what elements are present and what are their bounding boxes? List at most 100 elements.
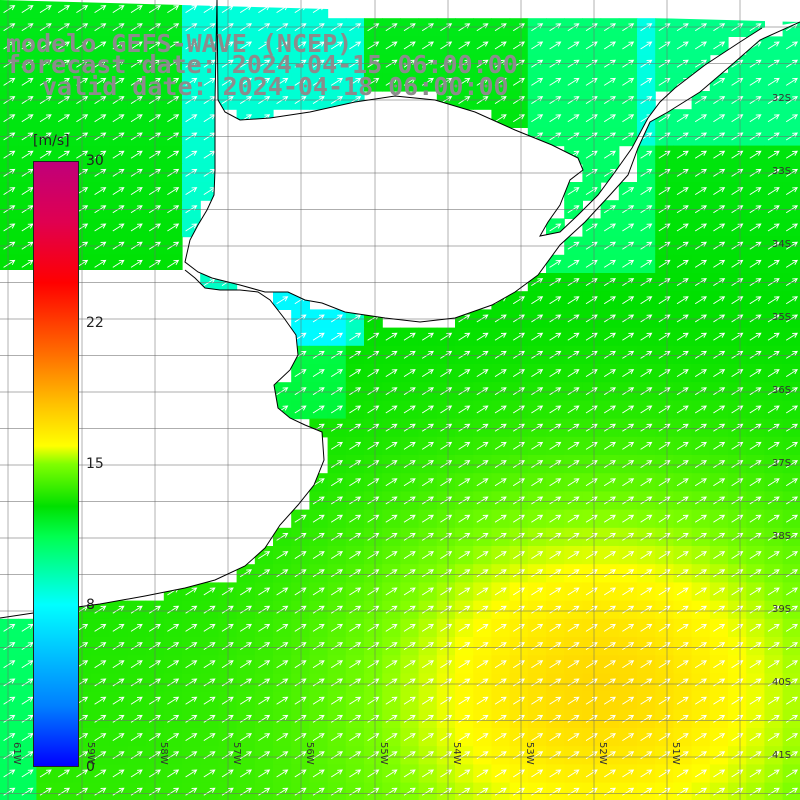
- wind-arrow: [258, 41, 271, 50]
- wind-arrow: [330, 532, 343, 541]
- wind-arrow: [258, 696, 271, 705]
- colorbar-tick-label: 22: [86, 315, 104, 331]
- wind-arrow: [203, 769, 216, 778]
- wind-arrow: [640, 441, 653, 450]
- wind-arrow: [676, 769, 689, 778]
- wind-arrow: [603, 569, 616, 578]
- wind-arrow: [749, 514, 762, 523]
- wind-arrow: [767, 460, 780, 468]
- wind-arrow: [312, 478, 325, 487]
- wind-arrow: [476, 496, 489, 505]
- wind-arrow: [330, 369, 343, 377]
- wind-arrow: [57, 769, 70, 778]
- wind-arrow: [421, 569, 434, 578]
- wind-arrow: [785, 496, 798, 505]
- wind-arrow: [531, 532, 544, 541]
- wind-arrow: [713, 278, 726, 286]
- wind-arrow: [476, 714, 489, 723]
- wind-arrow: [676, 150, 689, 159]
- wind-arrow: [349, 387, 362, 396]
- wind-arrow: [349, 405, 362, 414]
- wind-arrow: [94, 150, 107, 159]
- wind-arrow: [94, 769, 107, 778]
- wind-arrow: [21, 751, 34, 760]
- wind-arrow: [403, 787, 416, 796]
- wind-arrow: [785, 623, 798, 632]
- wind-arrow: [167, 150, 180, 159]
- wind-arrow: [258, 77, 271, 86]
- wind-arrow: [3, 259, 16, 268]
- wind-arrow: [658, 569, 671, 578]
- wind-arrow: [203, 696, 216, 705]
- wind-arrow: [94, 751, 107, 760]
- wind-arrow: [239, 605, 252, 614]
- wind-arrow: [57, 114, 70, 123]
- wind-arrow: [567, 278, 580, 286]
- wind-arrow: [531, 387, 544, 396]
- wind-arrow: [294, 369, 307, 377]
- wind-arrow: [421, 41, 434, 50]
- wind-arrow: [694, 514, 707, 523]
- wind-arrow: [421, 350, 434, 359]
- wind-arrow: [276, 77, 289, 86]
- wind-arrow: [349, 696, 362, 705]
- latitude-label: 39S: [772, 604, 791, 615]
- wind-arrow: [676, 569, 689, 578]
- wind-arrow: [276, 605, 289, 614]
- wind-arrow: [749, 423, 762, 432]
- wind-arrow: [549, 441, 562, 450]
- wind-arrow: [785, 460, 798, 468]
- wind-arrow: [767, 350, 780, 359]
- wind-arrow: [767, 187, 780, 195]
- wind-arrow: [349, 678, 362, 687]
- wind-arrow: [658, 114, 671, 123]
- wind-arrow: [785, 296, 798, 305]
- wind-arrow: [221, 714, 234, 723]
- wind-arrow: [676, 660, 689, 669]
- wind-arrow: [749, 551, 762, 559]
- wind-arrow: [258, 587, 271, 596]
- wind-arrow: [749, 150, 762, 159]
- wind-arrow: [549, 514, 562, 523]
- wind-arrow: [94, 696, 107, 705]
- wind-arrow: [112, 41, 125, 50]
- wind-arrow: [531, 696, 544, 705]
- longitude-label: 58W: [158, 742, 169, 765]
- wind-arrow: [603, 332, 616, 341]
- wind-arrow: [658, 733, 671, 741]
- wind-arrow: [567, 332, 580, 341]
- wind-arrow: [221, 678, 234, 687]
- wind-arrow: [622, 587, 635, 596]
- colorbar-tick-label: 30: [86, 153, 104, 169]
- wind-arrow: [785, 714, 798, 723]
- wind-arrow: [185, 5, 198, 13]
- wind-arrow: [330, 332, 343, 341]
- wind-arrow: [3, 5, 16, 13]
- wind-arrow: [785, 478, 798, 487]
- wind-arrow: [167, 259, 180, 268]
- wind-arrow: [421, 551, 434, 559]
- wind-arrow: [276, 696, 289, 705]
- wind-arrow: [785, 369, 798, 377]
- wind-arrow: [476, 77, 489, 86]
- wind-arrow: [567, 77, 580, 86]
- wind-arrow: [749, 278, 762, 286]
- wind-arrow: [167, 660, 180, 669]
- wind-arrow: [567, 387, 580, 396]
- wind-arrow: [640, 278, 653, 286]
- wind-arrow: [458, 660, 471, 669]
- wind-arrow: [39, 150, 52, 159]
- wind-arrow: [349, 441, 362, 450]
- wind-arrow: [494, 551, 507, 559]
- wind-arrow: [494, 532, 507, 541]
- wind-arrow: [694, 733, 707, 741]
- wind-arrow: [531, 314, 544, 323]
- wind-arrow: [676, 642, 689, 650]
- wind-arrow: [476, 478, 489, 487]
- wind-arrow: [330, 642, 343, 650]
- wind-arrow: [658, 187, 671, 195]
- wind-arrow: [549, 296, 562, 305]
- wind-arrow: [640, 460, 653, 468]
